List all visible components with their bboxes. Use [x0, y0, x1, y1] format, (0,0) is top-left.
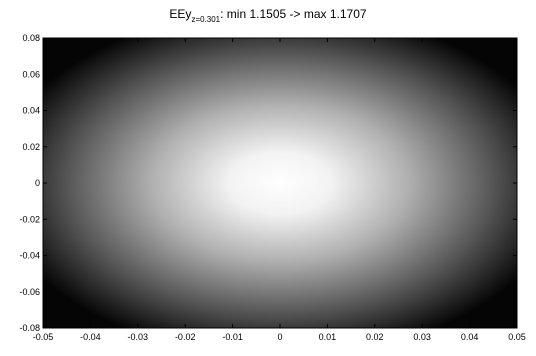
x-tick-label: 0.04 — [461, 332, 479, 342]
x-tick-label: 0.02 — [366, 332, 384, 342]
y-tick-label: 0.04 — [22, 106, 40, 116]
y-axis: 0.08 0.06 0.04 0.02 0 -0.02 -0.04 -0.06 -0.08 — [19, 33, 517, 333]
x-tick-label: -0.05 — [33, 332, 54, 342]
chart-title: EEyz=0.301: min 1.1505 -> max 1.1707 — [169, 7, 366, 24]
x-tick-label: 0.01 — [319, 332, 337, 342]
y-tick-label: -0.02 — [19, 214, 40, 224]
x-tick-label: 0.05 — [508, 332, 526, 342]
y-tick-label: 0.08 — [22, 33, 40, 43]
title-suffix: : min 1.1505 -> max 1.1707 — [220, 7, 367, 21]
x-tick-label: 0 — [277, 332, 282, 342]
y-tick-label: -0.04 — [19, 251, 40, 261]
y-tick-label: -0.08 — [19, 323, 40, 333]
y-tick-label: 0 — [35, 178, 40, 188]
title-subscript: z=0.301 — [191, 15, 220, 24]
heatmap-image — [43, 38, 517, 328]
x-tick-label: -0.02 — [175, 332, 196, 342]
title-prefix: EEy — [169, 7, 191, 21]
y-tick-label: -0.06 — [19, 287, 40, 297]
x-tick-label: -0.03 — [128, 332, 149, 342]
y-tick-label: 0.06 — [22, 69, 40, 79]
x-tick-label: -0.01 — [222, 332, 243, 342]
y-tick-label: 0.02 — [22, 142, 40, 152]
x-tick-label: -0.04 — [80, 332, 101, 342]
x-axis: -0.05 -0.04 -0.03 -0.02 -0.01 0 0.01 0.02 0.03 0.… — [33, 38, 526, 342]
x-tick-label: 0.03 — [413, 332, 431, 342]
